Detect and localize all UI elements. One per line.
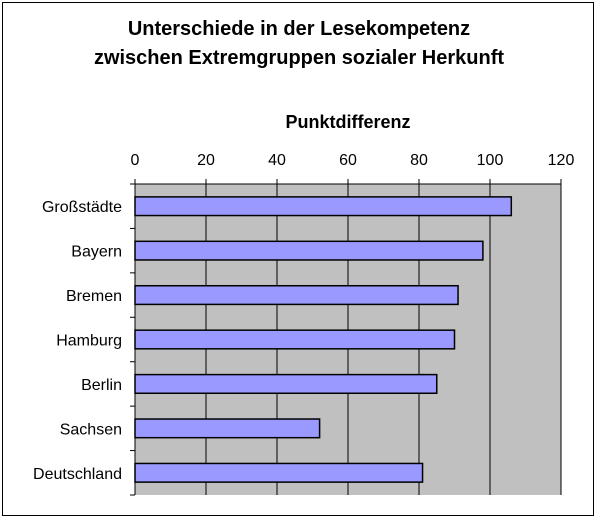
x-tick-label: 20	[197, 152, 215, 169]
category-label: Hamburg	[56, 333, 122, 350]
category-label: Bayern	[71, 244, 122, 261]
bar	[134, 240, 484, 261]
bar	[134, 329, 456, 350]
x-tick-label: 40	[268, 152, 286, 169]
category-label: Deutschland	[33, 466, 122, 483]
bar	[134, 418, 321, 439]
chart-title-line-2: zwischen Extremgruppen sozialer Herkunft	[93, 47, 505, 69]
chart-title-line-1: Unterschiede in der Lesekompetenz	[127, 18, 471, 40]
x-axis-title: Punktdifferenz	[285, 112, 411, 132]
x-tick-label: 60	[339, 152, 357, 169]
bar	[134, 196, 513, 217]
category-label: Bremen	[66, 288, 122, 305]
x-tick-label: 100	[477, 152, 504, 169]
bar	[134, 462, 424, 483]
bar	[134, 284, 459, 306]
x-tick-label: 80	[410, 152, 428, 169]
category-label: Sachsen	[60, 421, 122, 438]
category-label: Großstädte	[42, 199, 122, 216]
bar	[134, 373, 438, 395]
category-label: Berlin	[81, 377, 122, 394]
x-tick-label: 0	[131, 152, 140, 169]
x-tick-label: 120	[548, 152, 575, 169]
